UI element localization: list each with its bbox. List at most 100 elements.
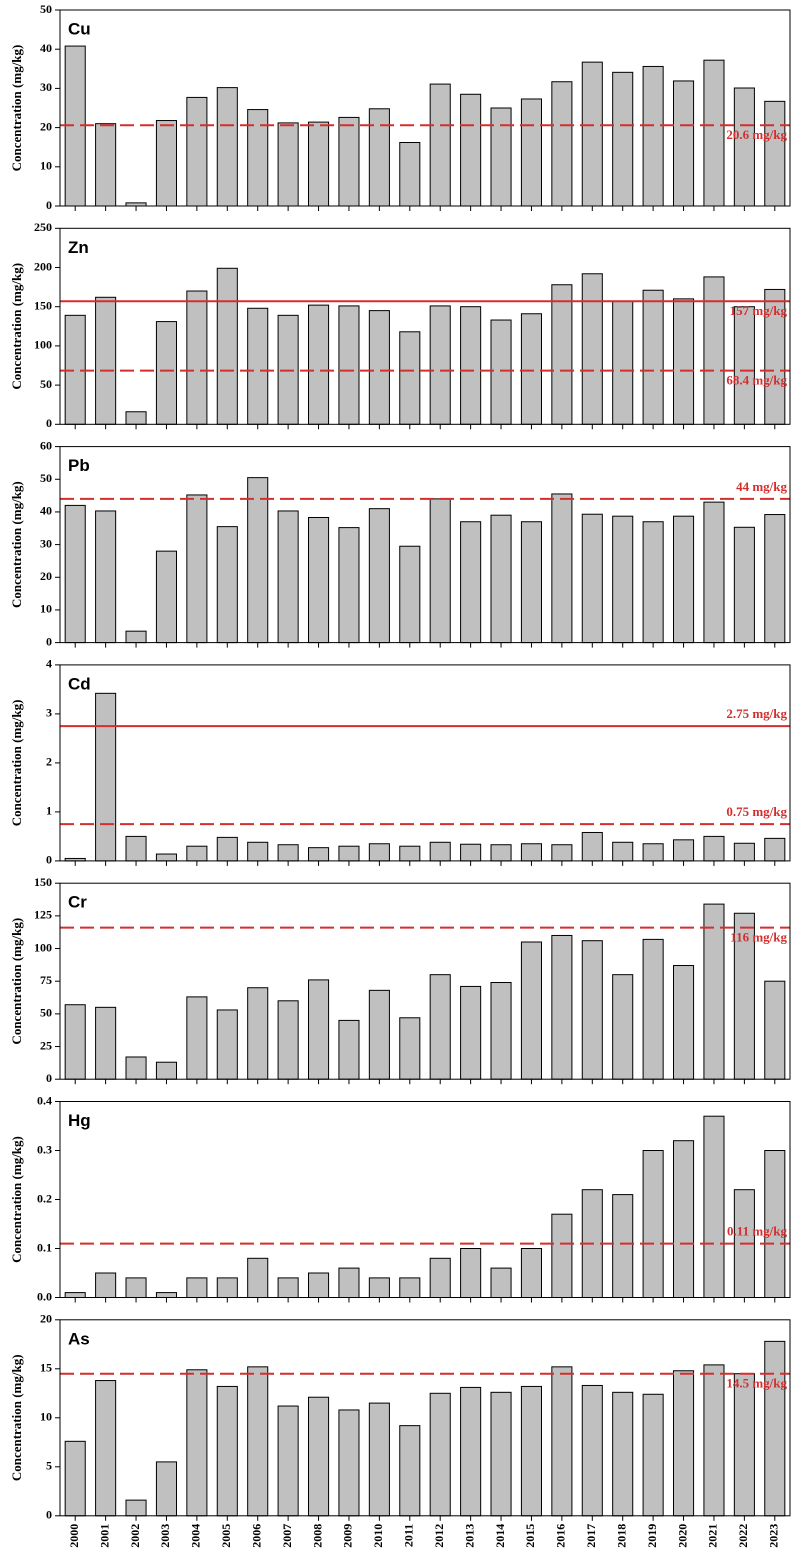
bar	[429, 83, 451, 207]
bar	[277, 1000, 299, 1080]
bar	[64, 1004, 86, 1080]
bar	[429, 974, 451, 1080]
bar	[64, 504, 86, 644]
bar	[490, 514, 512, 644]
bar	[520, 521, 542, 644]
panel-title: As	[68, 1329, 90, 1348]
bar	[95, 123, 117, 207]
bar	[95, 1272, 117, 1298]
bar	[216, 1385, 238, 1517]
bar	[186, 290, 208, 425]
bar	[551, 1366, 573, 1517]
y-tick-label: 4	[46, 657, 52, 671]
bar	[673, 1370, 695, 1517]
x-tick-label: 2014	[493, 1524, 507, 1548]
x-tick-label: 2000	[67, 1524, 81, 1548]
y-tick-label: 30	[40, 80, 52, 94]
x-tick-label: 2015	[523, 1524, 537, 1548]
bar	[247, 987, 269, 1080]
bar	[155, 550, 177, 644]
bar	[612, 1391, 634, 1517]
y-tick-label: 50	[40, 1006, 52, 1020]
reference-label: 0.11 mg/kg	[727, 1224, 787, 1239]
bar	[277, 1405, 299, 1517]
bar	[399, 1425, 421, 1517]
bar	[155, 1292, 177, 1298]
y-tick-label: 200	[34, 259, 52, 273]
bar	[429, 305, 451, 425]
bar	[186, 494, 208, 644]
x-tick-label: 2001	[97, 1524, 111, 1548]
x-tick-label: 2003	[158, 1524, 172, 1548]
y-tick-label: 0	[46, 634, 52, 648]
bar	[520, 98, 542, 207]
bar	[277, 844, 299, 862]
y-tick-label: 20	[40, 1312, 52, 1326]
y-tick-label: 100	[34, 338, 52, 352]
bar	[338, 1019, 360, 1080]
bar	[733, 306, 755, 425]
bar	[216, 836, 238, 862]
y-tick-label: 60	[40, 438, 52, 452]
reference-label: 0.75 mg/kg	[726, 804, 787, 819]
bar	[429, 841, 451, 862]
bar	[368, 508, 390, 644]
plot-frame	[59, 227, 791, 425]
bar	[520, 313, 542, 425]
bar	[338, 527, 360, 644]
y-tick-label: 50	[40, 471, 52, 485]
bar	[399, 1017, 421, 1080]
bar	[125, 630, 147, 644]
y-tick-label: 50	[40, 2, 52, 16]
bar	[186, 1277, 208, 1299]
bar	[612, 1194, 634, 1298]
bar	[612, 841, 634, 862]
y-tick-label: 40	[40, 41, 52, 55]
bar	[612, 974, 634, 1080]
y-tick-label: 0.3	[37, 1142, 52, 1156]
y-tick-label: 15	[40, 1361, 52, 1375]
bar	[490, 844, 512, 862]
bar	[338, 1267, 360, 1298]
bar	[368, 989, 390, 1080]
y-tick-label: 0.4	[37, 1093, 52, 1107]
reference-label: 2.75 mg/kg	[726, 706, 787, 721]
y-tick-label: 20	[40, 569, 52, 583]
x-tick-label: 2005	[219, 1524, 233, 1548]
bar	[216, 1277, 238, 1299]
bar	[95, 1006, 117, 1080]
bar	[368, 843, 390, 862]
y-axis-label: Concentration (mg/kg)	[9, 45, 24, 172]
bar	[399, 845, 421, 862]
bar	[612, 71, 634, 207]
x-tick-label: 2013	[462, 1524, 476, 1548]
panel-title: Cu	[68, 19, 91, 38]
bar	[308, 304, 330, 425]
y-tick-label: 0	[46, 1071, 52, 1085]
x-tick-label: 2023	[767, 1524, 781, 1548]
bar	[125, 835, 147, 862]
x-tick-label: 2017	[584, 1524, 598, 1548]
y-tick-label: 150	[34, 298, 52, 312]
bar	[95, 1380, 117, 1517]
bar	[399, 545, 421, 644]
bar	[338, 305, 360, 425]
bar	[581, 513, 603, 644]
bar	[642, 65, 664, 207]
bar	[429, 1392, 451, 1517]
bar	[277, 1277, 299, 1299]
x-tick-label: 2016	[554, 1524, 568, 1548]
bar	[368, 310, 390, 425]
bar	[673, 839, 695, 862]
bar	[551, 1213, 573, 1298]
bar	[733, 1373, 755, 1517]
bar	[673, 515, 695, 644]
y-tick-label: 150	[34, 875, 52, 889]
reference-label: 20.6 mg/kg	[726, 127, 787, 142]
x-tick-label: 2020	[675, 1524, 689, 1548]
reference-label: 44 mg/kg	[736, 479, 787, 494]
bar	[399, 331, 421, 425]
plot-frame	[59, 664, 791, 862]
y-tick-label: 25	[40, 1038, 52, 1052]
